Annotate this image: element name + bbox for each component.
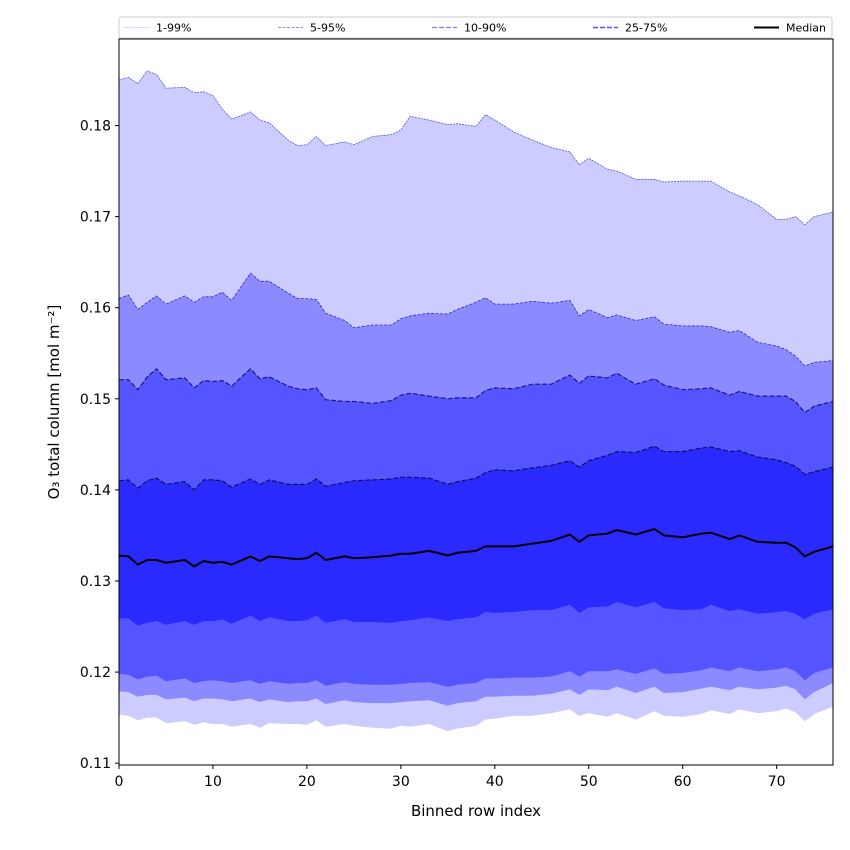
x-tick-label: 50 <box>580 774 598 790</box>
legend-item: 1-99% <box>124 22 191 35</box>
x-axis-label: Binned row index <box>411 802 541 820</box>
y-tick-label: 0.12 <box>80 665 111 681</box>
y-tick-label: 0.18 <box>80 119 111 135</box>
x-tick-label: 40 <box>486 774 504 790</box>
legend-label: 5-95% <box>310 22 345 35</box>
x-tick-label: 20 <box>298 774 316 790</box>
legend-item: Median <box>754 22 826 35</box>
x-tick-label: 70 <box>768 774 786 790</box>
x-tick-label: 30 <box>392 774 410 790</box>
legend-item: 10-90% <box>432 22 506 35</box>
legend-label: 10-90% <box>464 22 506 35</box>
y-tick-label: 0.17 <box>80 210 111 226</box>
line-p99 <box>118 70 834 226</box>
y-tick-label: 0.15 <box>80 392 111 408</box>
x-tick-label: 60 <box>674 774 692 790</box>
legend-label: 25-75% <box>625 22 667 35</box>
line-p90 <box>119 368 834 414</box>
y-tick-label: 0.13 <box>80 574 111 590</box>
legend-item: 25-75% <box>593 22 667 35</box>
x-tick-label: 10 <box>204 774 222 790</box>
axes-frame <box>118 38 834 766</box>
y-tick-label: 0.11 <box>80 756 111 772</box>
y-tick-label: 0.16 <box>80 301 111 317</box>
plot-bands <box>119 70 833 732</box>
legend-label: Median <box>786 22 826 35</box>
y-axis-label: O₃ total column [mol m⁻²] <box>45 305 63 500</box>
legend-box <box>118 16 833 39</box>
line-median <box>118 528 834 568</box>
legend: 1-99% 5-95% 10-90% 25-75% Median <box>118 16 833 39</box>
y-tick-label: 0.14 <box>80 483 111 499</box>
line-p75 <box>118 445 834 491</box>
legend-item: 5-95% <box>278 22 345 35</box>
line-p95 <box>118 272 834 367</box>
x-axis: 0 10 20 30 40 50 60 70 <box>115 765 786 790</box>
legend-label: 1-99% <box>156 22 191 35</box>
plot-lines <box>118 70 834 568</box>
y-axis: 0.11 0.12 0.13 0.14 0.15 0.16 0.17 0.18 <box>80 119 119 772</box>
band-25-75 <box>119 446 833 626</box>
x-tick-label: 0 <box>115 774 124 790</box>
